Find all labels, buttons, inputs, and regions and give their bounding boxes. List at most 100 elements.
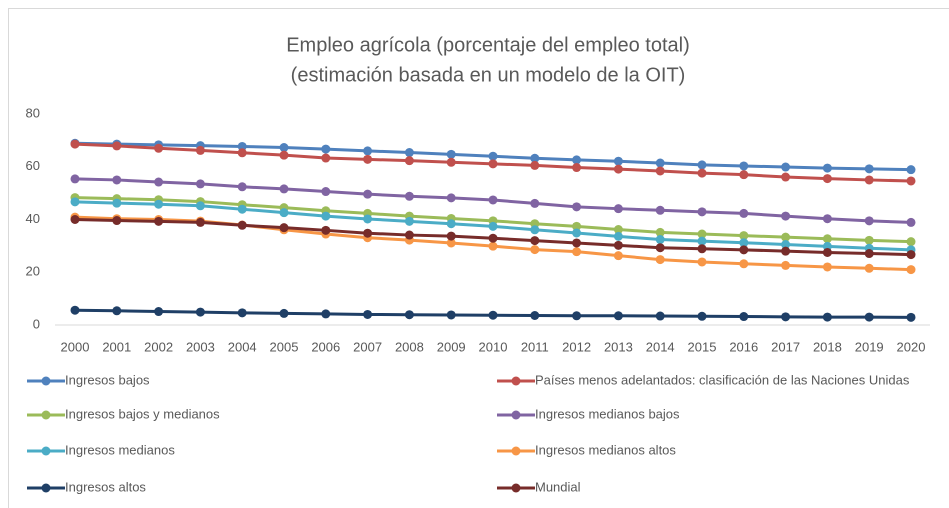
legend-marker bbox=[41, 483, 51, 493]
legend-label: Ingresos medianos altos bbox=[535, 442, 676, 457]
legend-marker bbox=[511, 376, 521, 386]
x-tick-label: 2011 bbox=[521, 339, 549, 354]
legend-marker bbox=[511, 410, 521, 420]
data-point bbox=[906, 165, 916, 175]
x-tick-label: 2012 bbox=[562, 339, 591, 354]
data-point bbox=[404, 216, 414, 226]
data-point bbox=[530, 160, 540, 170]
data-point bbox=[781, 211, 791, 221]
data-point bbox=[906, 265, 916, 275]
data-point bbox=[70, 215, 80, 224]
data-point bbox=[237, 308, 247, 318]
data-point bbox=[237, 148, 247, 158]
data-point bbox=[154, 307, 164, 317]
data-point bbox=[572, 155, 582, 165]
x-tick-label: 2000 bbox=[61, 339, 90, 354]
data-point bbox=[446, 193, 456, 203]
x-tick-label: 2014 bbox=[646, 339, 675, 354]
data-point bbox=[572, 228, 582, 238]
x-tick-label: 2003 bbox=[186, 339, 215, 354]
data-point bbox=[404, 156, 414, 166]
data-point bbox=[697, 244, 707, 254]
data-point bbox=[822, 247, 832, 257]
data-point bbox=[446, 238, 456, 248]
data-point bbox=[530, 198, 540, 208]
data-point bbox=[906, 237, 916, 247]
data-point bbox=[112, 216, 122, 226]
data-point bbox=[321, 187, 331, 197]
x-tick-label: 2005 bbox=[270, 339, 299, 354]
data-point bbox=[237, 182, 247, 192]
legend-label: Ingresos medianos bajos bbox=[535, 406, 680, 421]
data-point bbox=[697, 311, 707, 321]
data-point bbox=[321, 144, 331, 154]
data-point bbox=[363, 189, 373, 199]
data-point bbox=[822, 163, 832, 173]
y-tick-label: 80 bbox=[26, 105, 40, 120]
data-point bbox=[739, 170, 749, 180]
data-point bbox=[822, 312, 832, 322]
data-point bbox=[697, 229, 707, 239]
legend-marker bbox=[41, 446, 51, 456]
data-point bbox=[781, 162, 791, 172]
data-point bbox=[404, 148, 414, 158]
data-point bbox=[321, 225, 331, 235]
legend-marker bbox=[511, 446, 521, 456]
data-point bbox=[906, 176, 916, 186]
data-point bbox=[446, 310, 456, 320]
data-point bbox=[363, 214, 373, 224]
data-point bbox=[279, 142, 289, 152]
data-point bbox=[739, 208, 749, 218]
data-point bbox=[446, 231, 456, 241]
data-point bbox=[530, 236, 540, 246]
data-point bbox=[279, 308, 289, 318]
data-point bbox=[781, 232, 791, 242]
data-point bbox=[446, 219, 456, 229]
x-tick-label: 2004 bbox=[228, 339, 257, 354]
data-point bbox=[697, 160, 707, 170]
data-point bbox=[488, 159, 498, 169]
chart-subtitle: (estimación basada en un modelo de la OI… bbox=[291, 64, 686, 86]
data-point bbox=[488, 195, 498, 205]
data-point bbox=[572, 311, 582, 321]
x-tick-label: 2020 bbox=[897, 339, 926, 354]
data-point bbox=[195, 145, 205, 155]
data-point bbox=[613, 231, 623, 241]
data-point bbox=[864, 216, 874, 226]
data-point bbox=[613, 251, 623, 261]
data-point bbox=[488, 233, 498, 243]
data-point bbox=[613, 204, 623, 214]
data-point bbox=[655, 166, 665, 176]
data-point bbox=[822, 174, 832, 184]
data-point bbox=[781, 172, 791, 182]
data-point bbox=[154, 216, 164, 226]
data-point bbox=[739, 259, 749, 269]
legend-marker bbox=[41, 410, 51, 420]
x-tick-label: 2018 bbox=[813, 339, 842, 354]
y-tick-label: 0 bbox=[33, 316, 40, 331]
data-point bbox=[70, 197, 80, 207]
data-point bbox=[572, 202, 582, 212]
data-point bbox=[112, 198, 122, 208]
data-point bbox=[195, 307, 205, 317]
data-point bbox=[530, 311, 540, 321]
x-tick-label: 2001 bbox=[102, 339, 131, 354]
data-point bbox=[279, 208, 289, 218]
data-point bbox=[237, 220, 247, 230]
x-tick-label: 2016 bbox=[729, 339, 758, 354]
data-point bbox=[864, 263, 874, 273]
legend-marker bbox=[41, 376, 51, 386]
data-point bbox=[613, 240, 623, 250]
x-tick-label: 2007 bbox=[353, 339, 382, 354]
data-point bbox=[655, 158, 665, 168]
data-point bbox=[822, 234, 832, 244]
data-point bbox=[446, 149, 456, 159]
data-point bbox=[70, 139, 80, 149]
data-point bbox=[781, 240, 791, 250]
data-point bbox=[195, 201, 205, 211]
x-tick-label: 2019 bbox=[855, 339, 884, 354]
data-point bbox=[112, 175, 122, 185]
data-point bbox=[739, 238, 749, 248]
